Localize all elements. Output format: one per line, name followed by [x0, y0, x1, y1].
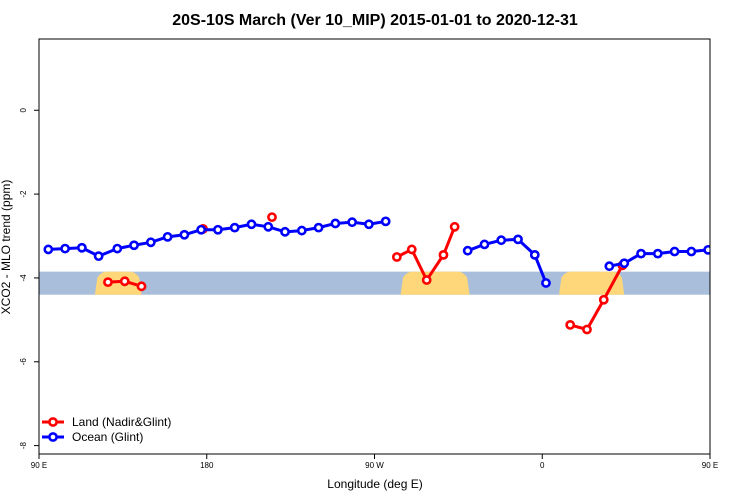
land-band-segment — [400, 271, 470, 295]
ocean-data-point — [313, 222, 324, 233]
plot-area — [39, 212, 745, 335]
ocean-data-point — [721, 245, 728, 252]
ocean-data-point — [364, 219, 374, 230]
y-axis-label: XCO2 - MLO trend (ppm) — [0, 180, 13, 315]
ocean-data-point — [669, 246, 680, 257]
ocean-data-point — [347, 217, 358, 228]
ocean-data-point — [479, 239, 490, 250]
y-tick-label: -2 — [19, 190, 28, 198]
land-series — [103, 212, 628, 335]
land-data-point — [438, 249, 449, 260]
y-tick-label: 0 — [19, 107, 28, 112]
y-tick-label: -6 — [19, 358, 28, 366]
ocean-data-point — [213, 224, 223, 235]
ocean-data-point — [738, 245, 745, 252]
ocean-data-point — [43, 244, 54, 255]
land-data-point — [565, 319, 576, 330]
ocean-data-point — [652, 248, 663, 259]
land-data-point — [582, 324, 592, 335]
y-axis: 0 -2 -4 -6 -8 — [19, 107, 39, 449]
x-axis-label: Longitude (deg E) — [327, 477, 422, 491]
ocean-data-point — [330, 218, 341, 229]
land-data-point — [119, 276, 130, 287]
x-tick-label: 0 — [540, 461, 545, 470]
ocean-series-line — [609, 248, 710, 268]
ocean-data-point — [229, 222, 240, 233]
legend-ocean-marker — [48, 432, 58, 442]
ocean-data-point — [76, 242, 87, 253]
plot-frame — [38, 38, 711, 455]
ocean-data-point — [604, 261, 615, 272]
ocean-data-point — [380, 216, 391, 227]
ocean-data-point — [280, 226, 290, 237]
land-series-line — [569, 264, 624, 331]
ocean-data-point — [529, 249, 540, 260]
land-data-point — [136, 281, 147, 292]
land-data-point — [406, 244, 417, 255]
ocean-data-point — [112, 243, 123, 254]
legend: Land (Nadir&Glint)Ocean (Glint) — [42, 415, 171, 444]
ocean-data-point — [296, 225, 307, 236]
ocean-data-point — [703, 244, 710, 255]
ocean-data-point — [179, 229, 190, 240]
land-data-point — [421, 275, 432, 285]
land-data-point — [267, 212, 277, 223]
land-band-segment — [94, 271, 142, 295]
ocean-data-point — [246, 219, 257, 230]
legend-land-label: Land (Nadir&Glint) — [72, 415, 171, 429]
ocean-data-point — [93, 251, 104, 262]
ocean-data-point — [619, 258, 630, 269]
y-tick-label: -4 — [19, 274, 28, 282]
y-tick-label: -8 — [19, 442, 28, 450]
ocean-data-point — [496, 235, 507, 246]
ocean-data-point — [129, 240, 139, 251]
x-tick-label: 90 E — [702, 461, 718, 470]
ocean-data-point — [60, 243, 70, 254]
ocean-data-point — [686, 246, 697, 257]
ocean-series — [43, 216, 745, 288]
ocean-data-point — [541, 278, 551, 288]
legend-land-marker — [48, 417, 58, 427]
ocean-data-point — [196, 224, 207, 235]
x-tick-label: 180 — [200, 461, 214, 470]
legend-ocean-label: Ocean (Glint) — [72, 430, 143, 444]
x-tick-label: 90 E — [31, 461, 47, 470]
plot-content — [39, 212, 745, 335]
ocean-data-point — [513, 234, 523, 245]
ocean-data-point — [636, 248, 646, 259]
x-tick-label: 90 W — [365, 461, 384, 470]
x-axis: 90 E 180 90 W 0 90 E — [31, 454, 718, 470]
ocean-data-point — [263, 221, 274, 232]
land-data-point — [103, 277, 113, 288]
land-data-point — [449, 221, 460, 232]
land-data-point — [598, 294, 609, 305]
chart-title: 20S-10S March (Ver 10_MIP) 2015-01-01 to… — [172, 12, 578, 29]
land-band-segment — [559, 271, 625, 295]
ocean-data-point — [145, 237, 156, 248]
ocean-data-point — [462, 245, 473, 256]
land-data-point — [391, 252, 402, 262]
ocean-data-point — [162, 231, 173, 242]
